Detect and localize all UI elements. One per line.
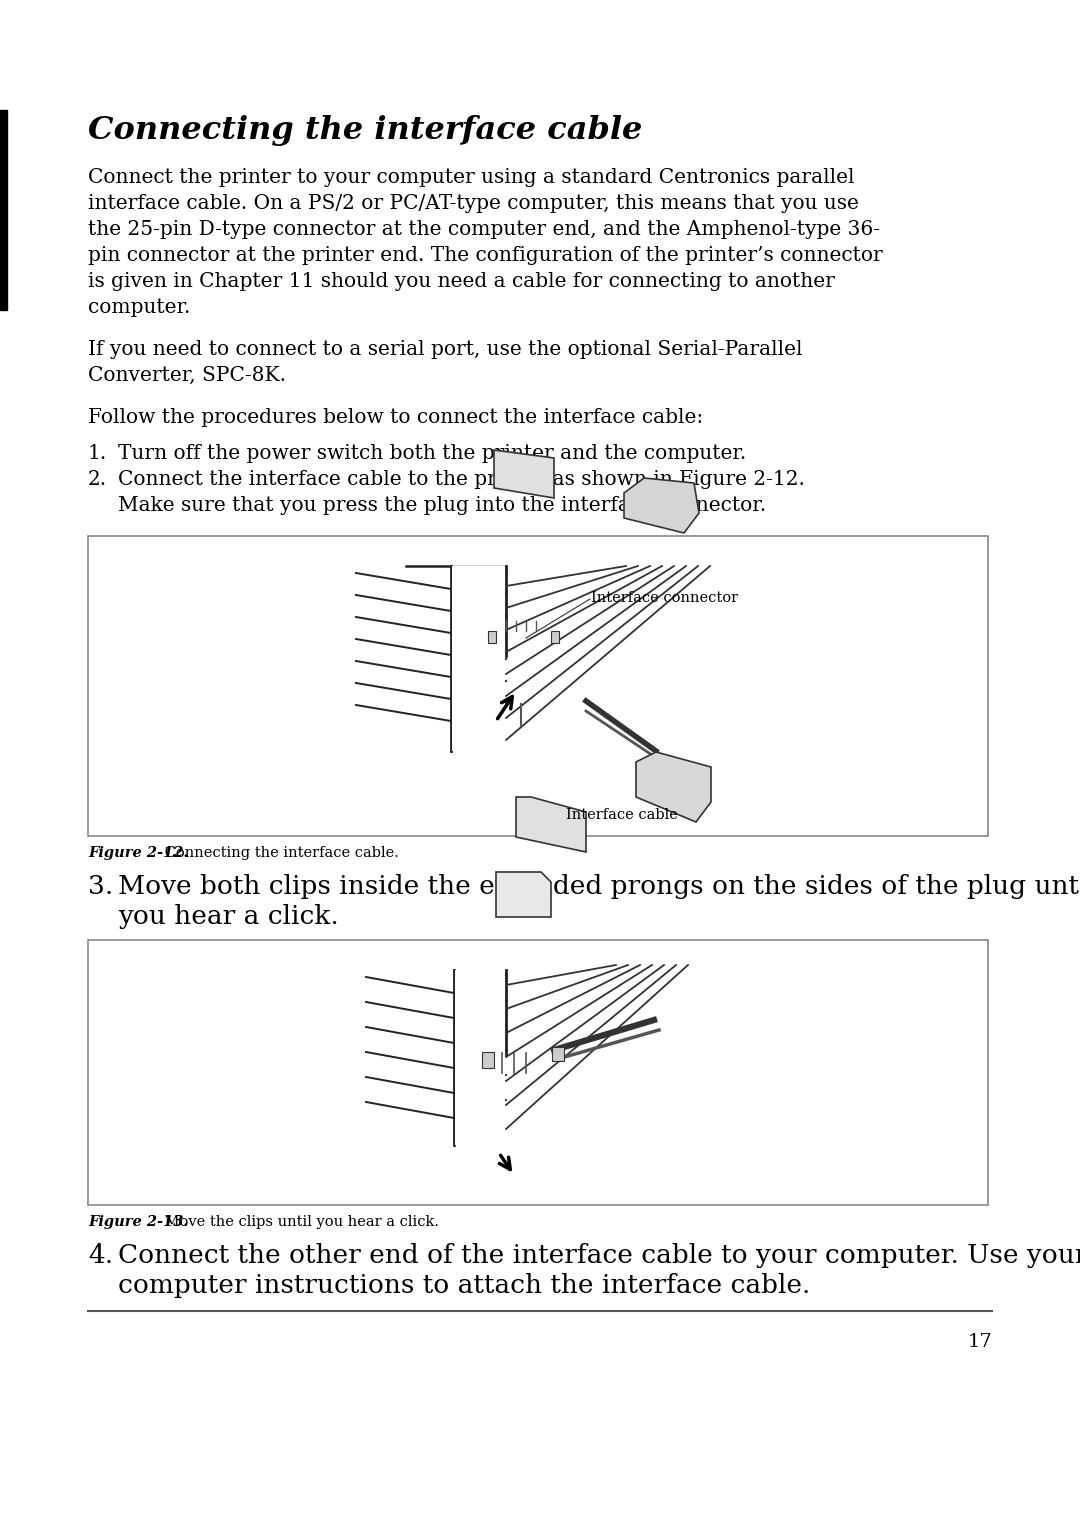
Text: computer.: computer.	[87, 297, 190, 317]
Text: 4.: 4.	[87, 1243, 113, 1268]
Text: If you need to connect to a serial port, use the optional Serial-Parallel: If you need to connect to a serial port,…	[87, 340, 802, 359]
Text: Connecting the interface cable: Connecting the interface cable	[87, 115, 643, 146]
Text: Follow the procedures below to connect the interface cable:: Follow the procedures below to connect t…	[87, 408, 703, 428]
Text: Interface connector: Interface connector	[591, 592, 738, 606]
Text: Connecting the interface cable.: Connecting the interface cable.	[160, 846, 399, 860]
Bar	[87, 940, 988, 1205]
Text: is given in Chapter 11 should you need a cable for connecting to another: is given in Chapter 11 should you need a…	[87, 271, 835, 291]
Bar	[552, 1047, 564, 1061]
Bar	[87, 537, 988, 835]
Text: computer instructions to attach the interface cable.: computer instructions to attach the inte…	[118, 1272, 810, 1298]
Bar	[455, 970, 505, 1145]
Bar	[482, 1052, 494, 1069]
Text: pin connector at the printer end. The configuration of the printer’s connector: pin connector at the printer end. The co…	[87, 245, 882, 265]
Text: the 25-pin D-type connector at the computer end, and the Amphenol-type 36-: the 25-pin D-type connector at the compu…	[87, 221, 880, 239]
Bar	[453, 566, 505, 751]
Text: Figure 2-12.: Figure 2-12.	[87, 846, 189, 860]
Polygon shape	[494, 451, 554, 498]
Bar	[0, 110, 6, 310]
Polygon shape	[516, 797, 586, 852]
Text: Connect the other end of the interface cable to your computer. Use your: Connect the other end of the interface c…	[118, 1243, 1080, 1268]
Text: Turn off the power switch both the printer and the computer.: Turn off the power switch both the print…	[118, 445, 746, 463]
Text: Connect the printer to your computer using a standard Centronics parallel: Connect the printer to your computer usi…	[87, 169, 854, 187]
Text: Move the clips until you hear a click.: Move the clips until you hear a click.	[160, 1216, 438, 1229]
Text: Move both clips inside the extended prongs on the sides of the plug until: Move both clips inside the extended pron…	[118, 874, 1080, 898]
Bar	[551, 632, 559, 642]
Bar	[488, 632, 496, 642]
Text: 1.: 1.	[87, 445, 107, 463]
Text: Figure 2-13.: Figure 2-13.	[87, 1216, 189, 1229]
Polygon shape	[496, 872, 551, 917]
Text: 17: 17	[968, 1334, 993, 1351]
Polygon shape	[636, 753, 711, 822]
Text: 3.: 3.	[87, 874, 113, 898]
Text: Connect the interface cable to the printer as shown in Figure 2-12.: Connect the interface cable to the print…	[118, 471, 805, 489]
Text: Converter, SPC-8K.: Converter, SPC-8K.	[87, 366, 286, 385]
Text: Make sure that you press the plug into the interface connector.: Make sure that you press the plug into t…	[118, 497, 766, 515]
Polygon shape	[624, 478, 699, 533]
Text: 2.: 2.	[87, 471, 107, 489]
Text: interface cable. On a PS/2 or PC/AT-type computer, this means that you use: interface cable. On a PS/2 or PC/AT-type…	[87, 195, 859, 213]
Text: Interface cable: Interface cable	[566, 808, 678, 822]
Text: you hear a click.: you hear a click.	[118, 904, 339, 929]
